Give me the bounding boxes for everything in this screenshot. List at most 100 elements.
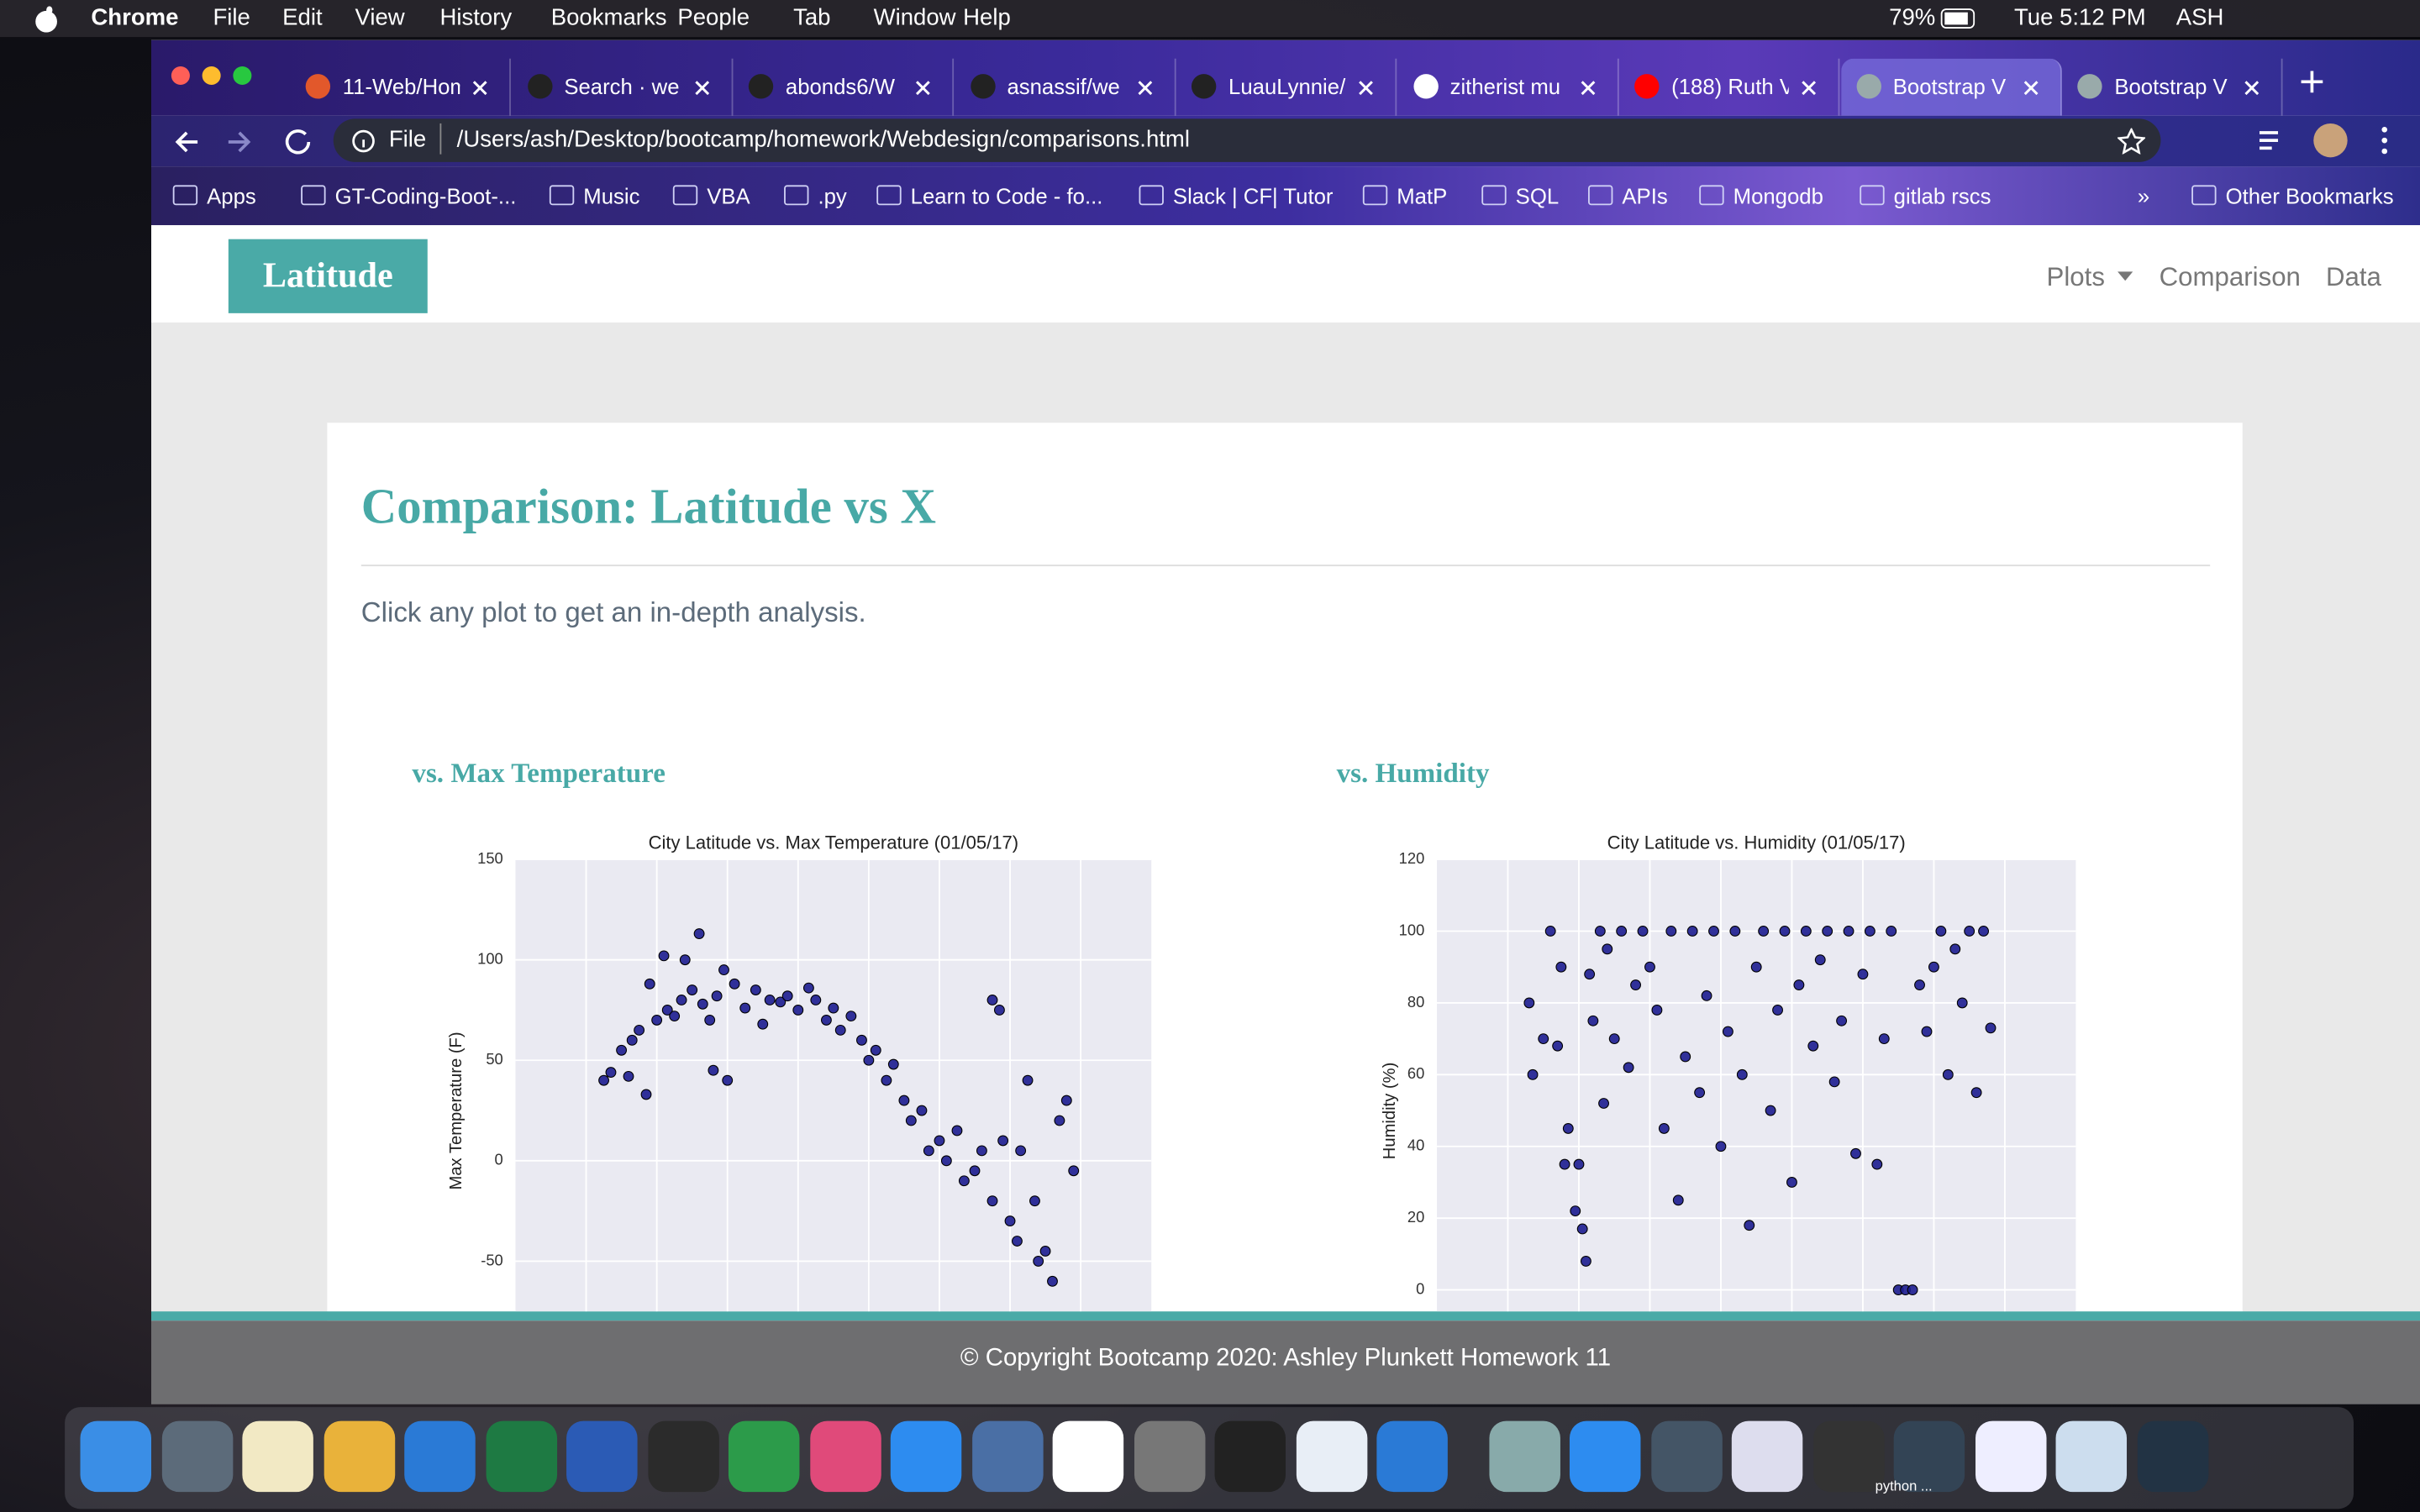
data-point (1015, 1145, 1027, 1157)
app-name[interactable]: Chrome (91, 4, 179, 31)
data-point (1644, 961, 1655, 973)
menu-item[interactable]: View (355, 4, 405, 31)
nav-buttons[interactable] (173, 125, 328, 159)
data-point (679, 954, 691, 966)
bookmark[interactable]: Mongodb (1699, 184, 1823, 208)
dock-icon[interactable] (323, 1420, 395, 1493)
dock-icon[interactable] (566, 1420, 638, 1493)
dock-icon[interactable] (971, 1420, 1043, 1493)
y-tick-label: 80 (1407, 993, 1424, 1011)
tab-close[interactable] (1801, 81, 1817, 96)
tab[interactable]: zitherist mu (1397, 58, 1618, 116)
menu-item[interactable]: Bookmarks (550, 4, 667, 31)
tab-close[interactable] (2023, 81, 2038, 96)
dock-icon[interactable] (404, 1420, 476, 1493)
bookmarks-overflow[interactable]: » (2137, 183, 2150, 208)
bookmark[interactable]: APIs (1588, 184, 1668, 208)
bookmark[interactable]: Slack | CF| Tutor (1139, 184, 1333, 208)
dock-icon[interactable] (1214, 1420, 1286, 1493)
menu-item[interactable]: Tab (793, 4, 831, 31)
menu-item[interactable]: Window (873, 4, 956, 31)
bookmark[interactable]: gitlab rscs (1860, 184, 1991, 208)
bookmark-icon (549, 185, 575, 206)
dock-icon[interactable] (485, 1420, 557, 1493)
apple-logo[interactable] (34, 6, 58, 33)
scatter-plot[interactable]: City Latitude vs. Max Temperature (01/05… (447, 832, 1152, 1312)
tab[interactable]: asnassif/we (955, 58, 1176, 116)
menu-item[interactable]: Edit (282, 4, 323, 31)
dock: python ... (65, 1407, 2354, 1509)
nav-link[interactable]: Comparison (2159, 262, 2301, 292)
menu-item[interactable]: History (439, 4, 513, 31)
other-bookmarks[interactable]: Other Bookmarks (2191, 184, 2394, 208)
dock-icon[interactable] (1975, 1420, 2046, 1493)
close-icon (1802, 81, 1817, 96)
tab[interactable]: Bootstrap V (2062, 58, 2283, 116)
extensions[interactable] (2259, 122, 2406, 162)
tab[interactable]: (188) Ruth V (1619, 58, 1840, 116)
window-controls[interactable] (170, 65, 271, 87)
new-tab[interactable] (2300, 70, 2324, 94)
tab-close[interactable] (915, 81, 930, 96)
dock-icon[interactable] (890, 1420, 962, 1493)
menu-item[interactable]: File (213, 4, 250, 31)
bookmark[interactable]: VBA (672, 183, 750, 208)
bookmark[interactable]: .py (784, 184, 847, 208)
dock-icon[interactable] (242, 1420, 313, 1493)
dock-icon[interactable] (160, 1420, 233, 1493)
bookmark[interactable]: Apps (172, 184, 256, 208)
tab-close[interactable] (1580, 81, 1595, 96)
tab-close[interactable] (1137, 81, 1152, 96)
bookmark-label: Mongodb (1733, 183, 1823, 208)
tab[interactable]: abonds6/W (733, 58, 955, 116)
tab-close[interactable] (1358, 81, 1373, 96)
user[interactable]: ASH (2175, 4, 2224, 31)
menu-item[interactable]: Help (963, 4, 1011, 31)
dock-icon[interactable] (1569, 1420, 1641, 1493)
tab-close[interactable] (472, 81, 487, 96)
bookmark[interactable]: GT-Coding-Boot-... (301, 184, 516, 208)
address-bar[interactable]: File /Users/ash/Desktop/bootcamp/homewor… (333, 118, 2161, 162)
dock-icon[interactable] (2055, 1420, 2128, 1493)
tab-close[interactable] (694, 81, 709, 96)
bookmark[interactable]: SQL (1481, 184, 1559, 208)
tab[interactable]: Search · we (512, 58, 733, 116)
dock-icon[interactable] (728, 1420, 800, 1493)
bookmark[interactable]: Learn to Code - fo... (876, 184, 1102, 208)
dock-icon[interactable] (1134, 1420, 1205, 1493)
menu-item[interactable]: People (677, 4, 750, 31)
bookmark-star[interactable] (2118, 128, 2146, 155)
dock-icon[interactable] (1052, 1420, 1124, 1493)
nav-link[interactable]: Data (2325, 262, 2381, 292)
clock[interactable]: Tue 5:12 PM (2013, 4, 2146, 31)
dock-icon[interactable] (1893, 1420, 1965, 1493)
dock-icon[interactable] (1650, 1420, 1722, 1493)
nav-link[interactable]: Plots (2046, 262, 2105, 292)
tab-close[interactable] (2244, 81, 2260, 96)
tab[interactable]: LuauLynnie/ (1176, 58, 1397, 116)
brand[interactable]: Latitude (228, 239, 428, 313)
dock-icon[interactable] (1488, 1420, 1560, 1493)
dock-icon[interactable] (2136, 1420, 2208, 1493)
tab[interactable]: 11-Web/Hom (290, 58, 511, 116)
dock-icon[interactable] (647, 1420, 718, 1493)
bookmark-icon (2191, 185, 2217, 206)
data-point (1942, 1068, 1954, 1080)
scatter-plot[interactable]: City Latitude vs. Humidity (01/05/17) Hum… (1381, 832, 2076, 1312)
battery[interactable]: 79% (1889, 4, 1936, 31)
dock-icon[interactable] (1295, 1420, 1367, 1493)
dock-icon[interactable] (1812, 1420, 1884, 1493)
dock-icon[interactable] (1376, 1420, 1448, 1493)
y-tick-label: 150 (477, 849, 503, 867)
bookmark[interactable]: MatP (1362, 184, 1447, 208)
tab-title: Bootstrap V (1892, 74, 2007, 99)
data-point (1068, 1165, 1080, 1177)
bookmark-label: VBA (707, 183, 750, 208)
bookmark[interactable]: Music (549, 184, 639, 208)
dock-icon[interactable] (1731, 1420, 1803, 1493)
tab[interactable]: Bootstrap V (1840, 58, 2061, 116)
dock-icon[interactable] (80, 1420, 151, 1493)
dock-icon[interactable] (809, 1420, 881, 1493)
